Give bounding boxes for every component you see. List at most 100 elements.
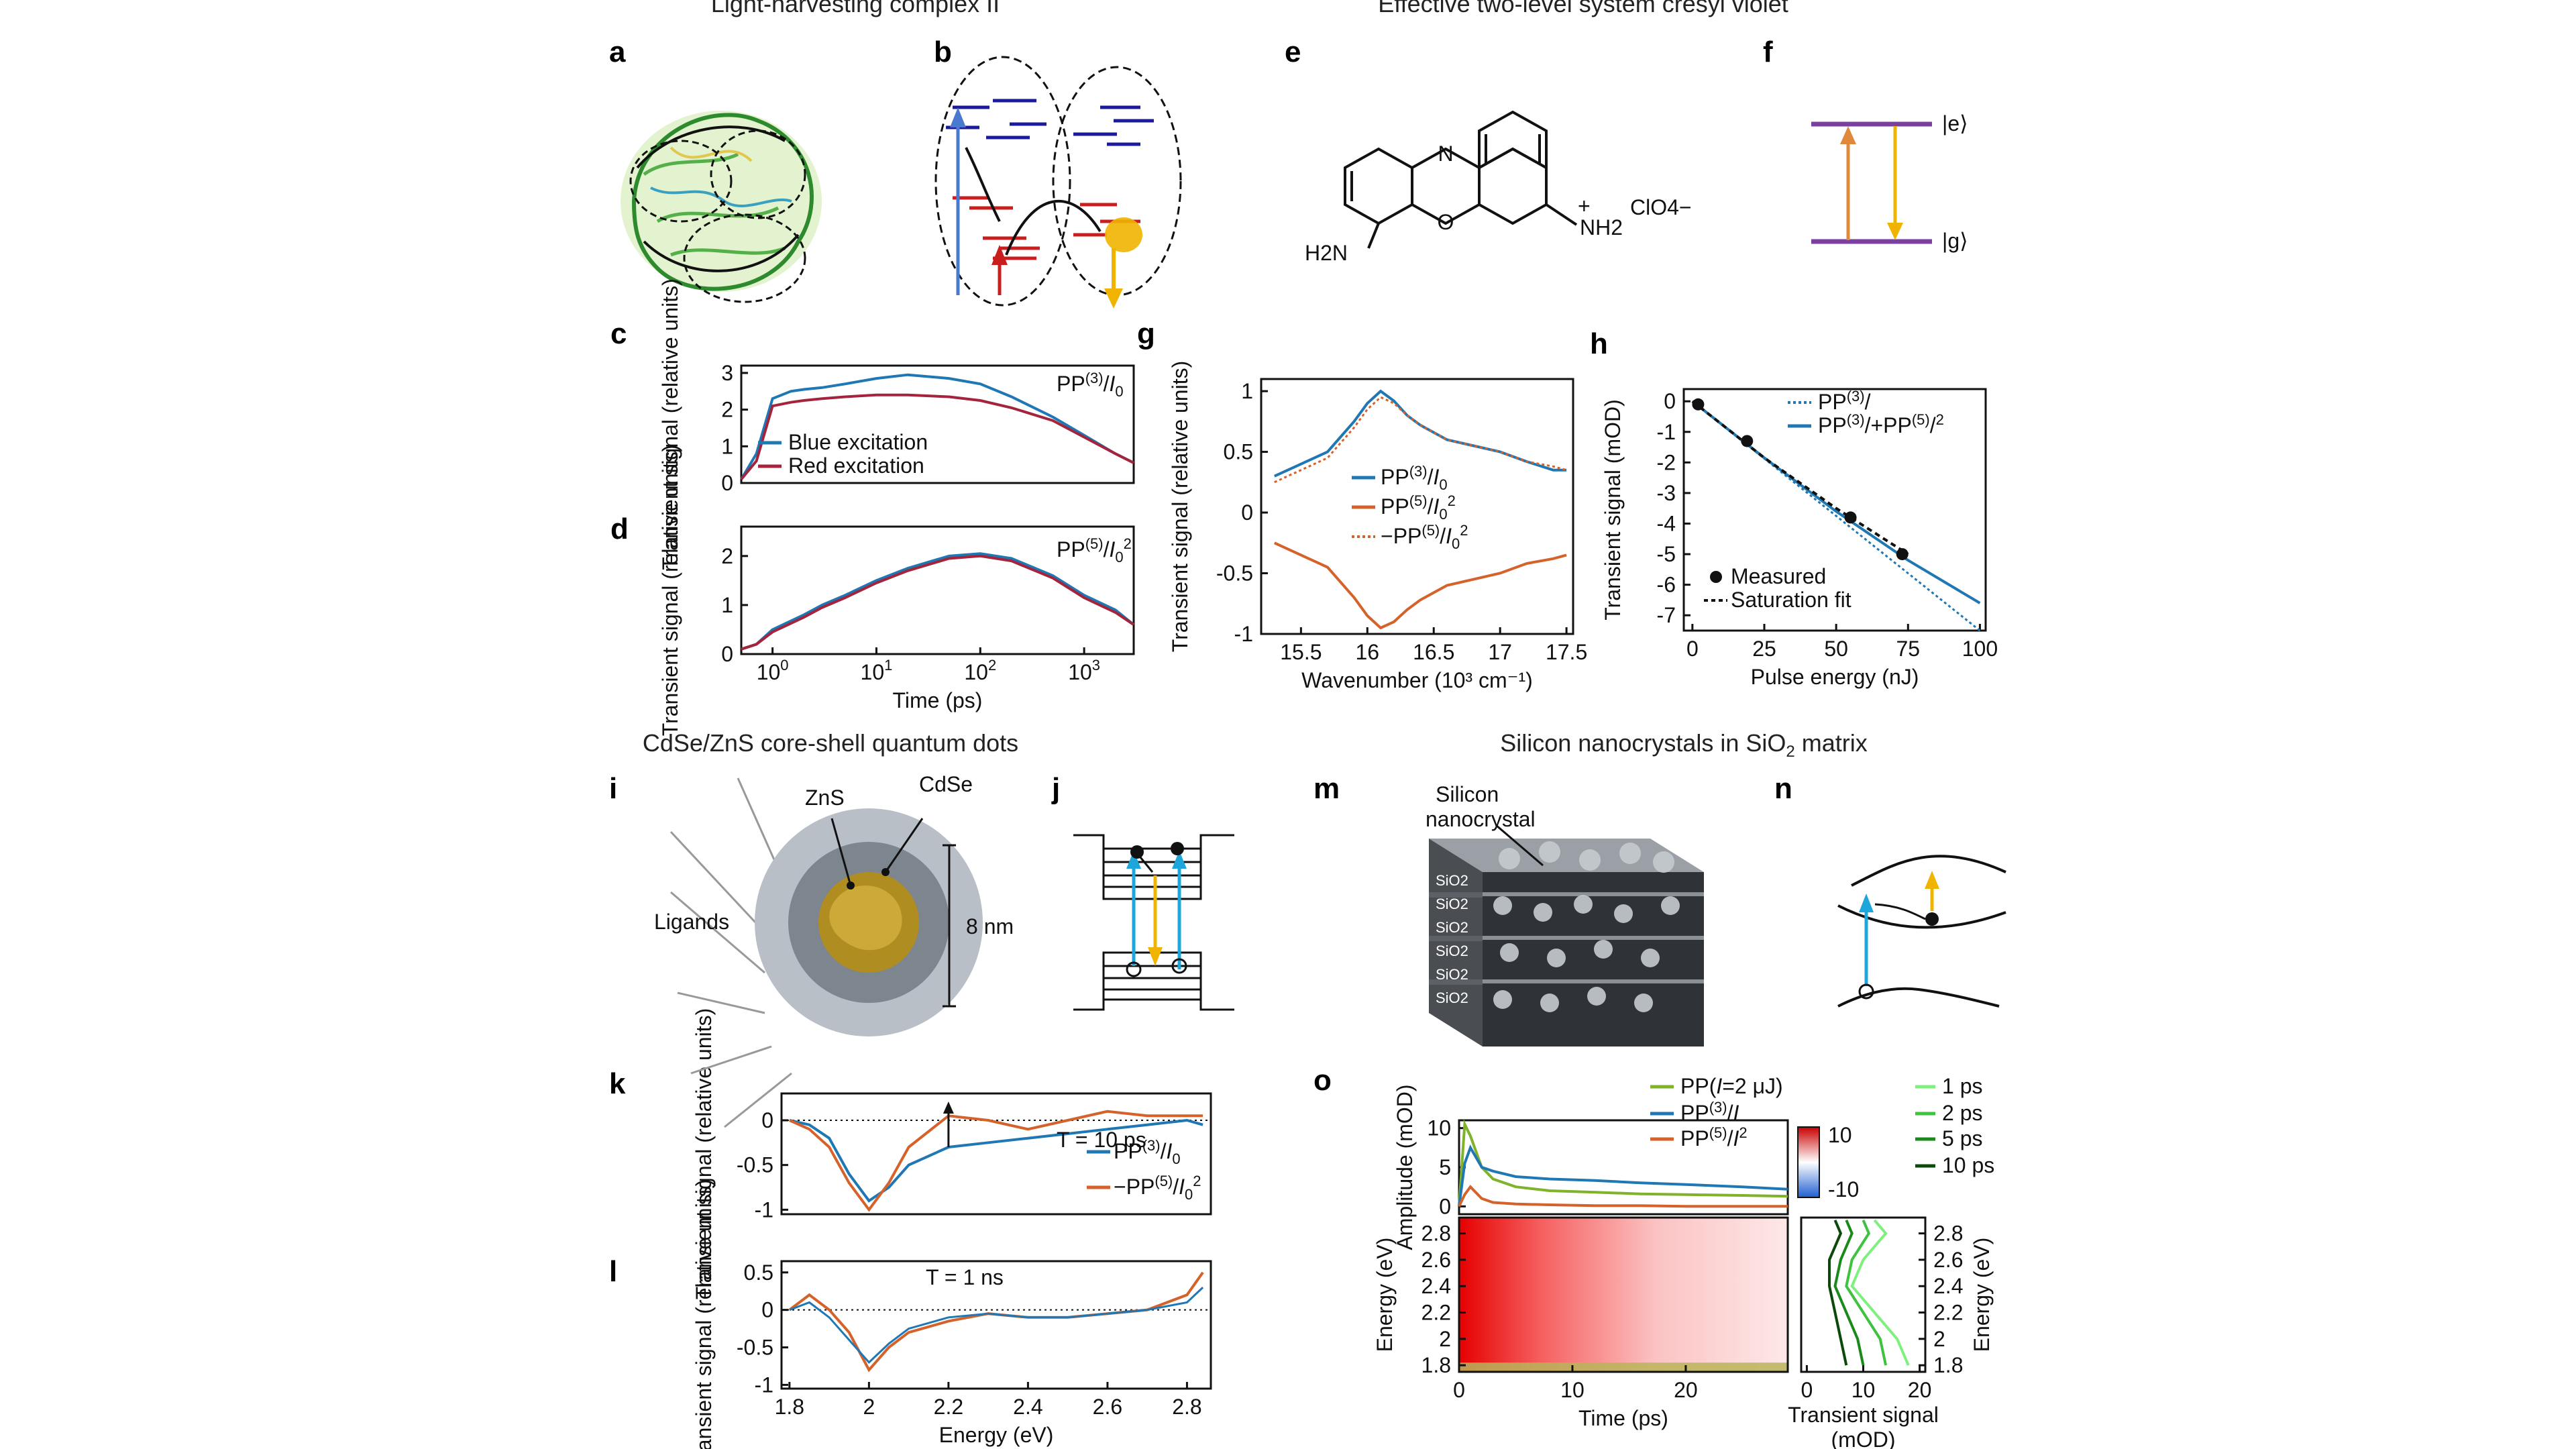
colorbar-tick-min: -10 — [1828, 1177, 1859, 1201]
l-x-tick-label: 2 — [863, 1395, 875, 1419]
h-x-tick-label: 0 — [1686, 637, 1699, 661]
c-plot-frame — [740, 364, 1135, 484]
h-y-axis-label: Transient signal (mOD) — [1601, 399, 1625, 621]
legend-2ps: 2 ps — [1942, 1101, 1982, 1125]
o-map-y-tick-label: 2 — [1439, 1327, 1451, 1351]
h-series-saturation-fit — [1691, 400, 1909, 555]
sio2-layer-label-5: SiO2 — [1436, 966, 1468, 983]
quantum-dot-illustration — [669, 777, 983, 1128]
d-x-tick-label: 101 — [861, 657, 893, 684]
nanocrystal-label-line1: Silicon — [1436, 782, 1499, 806]
h-plot-frame — [1682, 388, 1987, 632]
sio2-layer-label-3: SiO2 — [1436, 919, 1468, 936]
legend-h-pp3: PP(3)/ — [1818, 388, 1871, 414]
protein-structure-illustration — [621, 111, 822, 303]
l-x-axis-label: Energy (eV) — [939, 1423, 1054, 1447]
h-measured-point — [1692, 398, 1705, 411]
g-x-tick-label: 17 — [1488, 640, 1512, 664]
section-title-quantum-dots: CdSe/ZnS core-shell quantum dots — [643, 729, 1018, 757]
sio2-layer-label-2: SiO2 — [1436, 896, 1468, 912]
o-series-pp — [1458, 1119, 1788, 1207]
d-x-axis-label: Time (ps) — [893, 688, 983, 712]
h-x-axis-label: Pulse energy (nJ) — [1751, 665, 1919, 689]
h-measured-point — [1844, 511, 1857, 524]
g-y-tick-label: -0.5 — [1216, 561, 1253, 586]
o-heatmap-band — [1459, 1362, 1788, 1372]
panel-label-n: n — [1774, 772, 1792, 805]
o-top-y-tick-label: 10 — [1427, 1116, 1451, 1140]
o-map-y-tick-label: 2.8 — [1421, 1222, 1451, 1246]
c-y-tick-label: 1 — [721, 434, 733, 458]
ring-oxygen: O — [1438, 210, 1454, 234]
o-top-y-tick-label: 0 — [1439, 1194, 1451, 1218]
g-y-tick-label: -1 — [1234, 622, 1253, 646]
o-map-y-axis-label: Energy (eV) — [1373, 1238, 1397, 1352]
silicon-layer-stack — [1429, 824, 1704, 1046]
g-series-neg-pp5 — [1274, 396, 1567, 484]
g-y-tick-label: 0.5 — [1224, 440, 1253, 464]
d-x-tick-label: 102 — [964, 657, 996, 684]
legend-o-pp5: PP(5)/I2 — [1680, 1124, 1748, 1150]
g-y-tick-label: 0 — [1241, 500, 1253, 525]
g-plot-frame — [1260, 378, 1574, 635]
panel-d-annotation: PP(5)/I02 — [1057, 535, 1132, 566]
panel-h-legend: PP(3)/ PP(3)/+PP(5)/2 Measured Saturatio… — [1704, 388, 1944, 612]
legend-measured: Measured — [1731, 564, 1826, 588]
g-y-tick-label: 1 — [1241, 379, 1253, 403]
panel-o-side-legend: 1 ps 2 ps 5 ps 10 ps — [1915, 1074, 1994, 1177]
panel-label-o: o — [1313, 1064, 1332, 1097]
ligands-label: Ligands — [654, 910, 729, 934]
o-series-pp5 — [1458, 1185, 1788, 1208]
c-series-blue-excitation — [740, 373, 1134, 480]
h-y-tick-label: 0 — [1664, 389, 1676, 413]
d-plot-frame — [740, 525, 1135, 655]
g-x-axis-label: Wavenumber (10³ cm⁻¹) — [1301, 668, 1533, 692]
legend-neg-pp5: −PP(5)/I02 — [1381, 522, 1468, 552]
panel-label-e: e — [1285, 36, 1301, 68]
o-top-y-tick-label: 5 — [1439, 1155, 1451, 1179]
o-side-y-tick-label: 2.6 — [1933, 1248, 1963, 1272]
l-y-tick-label: -0.5 — [737, 1336, 773, 1360]
legend-10ps: 10 ps — [1942, 1153, 1994, 1177]
o-top-y-axis-label: Amplitude (mOD) — [1393, 1084, 1417, 1250]
h-measured-point — [1896, 548, 1909, 561]
panel-k-annotation: T = 10 ps — [1057, 1128, 1146, 1152]
o-map-y-tick-label: 2.6 — [1421, 1248, 1451, 1272]
h-x-tick-label: 25 — [1752, 637, 1776, 661]
d-y-tick-label: 2 — [721, 544, 733, 568]
o-side-series-1ps — [1850, 1219, 1910, 1366]
legend-o-pp: PP(I=2 μJ) — [1680, 1074, 1783, 1098]
chart-panel-c: 0 1 2 3 Transient signal (relative units) — [658, 278, 1135, 570]
chart-panel-g: -1 -0.5 0 0.5 1 15.5 16 16.5 17 17.5 Wavenumber (1… — [1168, 361, 1587, 692]
h-x-tick-label: 50 — [1824, 637, 1848, 661]
legend-k-pp5: −PP(5)/I02 — [1114, 1173, 1201, 1203]
legend-1ps: 1 ps — [1942, 1074, 1982, 1098]
c-y-tick-label: 0 — [721, 471, 733, 495]
l-plot-frame — [780, 1260, 1212, 1390]
d-x-tick-label: 103 — [1068, 657, 1100, 684]
sio2-layer-label-4: SiO2 — [1436, 943, 1468, 959]
o-map-y-tick-label: 1.8 — [1421, 1353, 1451, 1377]
panel-label-m: m — [1313, 772, 1340, 805]
panel-o-legend: PP(I=2 μJ) PP(3)/I PP(5)/I2 — [1650, 1074, 1783, 1150]
o-map-x-tick-label: 20 — [1674, 1378, 1698, 1402]
h-measured-point — [1741, 435, 1754, 447]
o-side-y-axis-label: Energy (eV) — [1970, 1238, 1994, 1352]
d-series-b — [741, 554, 1135, 651]
h-y-tick-label: -6 — [1657, 573, 1676, 597]
g-x-tick-label: 16 — [1356, 640, 1380, 664]
indirect-band-diagram — [1837, 855, 2006, 1008]
h-x-tick-label: 75 — [1896, 637, 1920, 661]
o-map-x-tick-label: 0 — [1453, 1378, 1465, 1402]
o-side-x-axis-label-line1: Transient signal — [1788, 1403, 1939, 1427]
panel-label-d: d — [610, 513, 629, 545]
panel-c-annotation: PP(3)/I0 — [1057, 370, 1124, 400]
l-series-b — [789, 1287, 1204, 1364]
d-y-tick-label: 1 — [721, 593, 733, 617]
o-side-series-2ps — [1845, 1220, 1888, 1366]
nanocrystal-label-line2: nanocrystal — [1426, 807, 1536, 831]
energy-transfer-diagram — [934, 56, 1182, 309]
panel-label-c: c — [610, 317, 627, 350]
l-y-tick-label: -1 — [755, 1373, 773, 1397]
g-x-tick-label: 17.5 — [1546, 640, 1587, 664]
